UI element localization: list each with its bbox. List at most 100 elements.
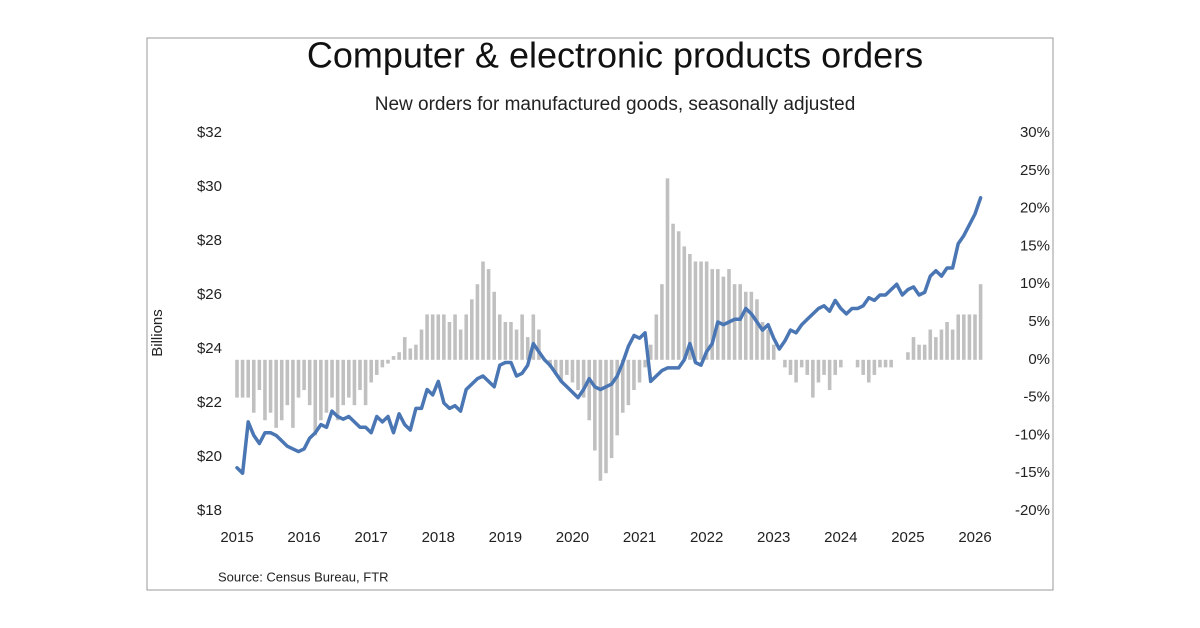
chart-title: Computer & electronic products orders xyxy=(307,35,923,76)
y2-tick-label: -10% xyxy=(1015,426,1050,443)
bar xyxy=(274,359,278,428)
bar xyxy=(352,359,357,406)
bar xyxy=(475,284,480,360)
bar xyxy=(794,359,798,383)
bar xyxy=(822,359,826,375)
bar xyxy=(453,314,457,360)
bar xyxy=(833,359,838,375)
bar xyxy=(928,329,933,360)
bar xyxy=(665,178,670,360)
bar xyxy=(279,359,284,421)
bar xyxy=(956,314,961,360)
bar xyxy=(872,359,877,375)
bar xyxy=(648,344,653,360)
bar xyxy=(470,299,474,360)
bar xyxy=(771,344,776,360)
bar xyxy=(755,299,759,360)
y2-tick-label: 0% xyxy=(1028,351,1050,368)
bar xyxy=(492,291,496,360)
bar xyxy=(934,337,938,360)
bar xyxy=(503,322,508,360)
bar xyxy=(883,359,888,368)
x-tick-label: 2020 xyxy=(556,529,589,546)
bar xyxy=(581,359,586,398)
bar xyxy=(425,314,429,360)
bar xyxy=(878,359,882,368)
bar xyxy=(654,314,659,360)
bar xyxy=(419,329,424,360)
bar xyxy=(749,291,754,360)
bar xyxy=(414,344,418,360)
bar xyxy=(447,322,452,360)
bar xyxy=(386,359,390,364)
bar xyxy=(626,359,631,406)
bar xyxy=(598,359,603,481)
bar xyxy=(973,314,977,360)
bar xyxy=(743,291,748,360)
bar xyxy=(766,329,770,360)
bar xyxy=(369,359,373,383)
y2-tick-label: 5% xyxy=(1028,313,1050,330)
bar xyxy=(525,337,530,360)
bar xyxy=(967,314,972,360)
x-tick-label: 2022 xyxy=(690,529,723,546)
bar xyxy=(716,269,720,360)
bar xyxy=(363,359,368,406)
bar xyxy=(939,329,944,360)
bar xyxy=(531,314,536,360)
bar xyxy=(313,359,318,436)
bar xyxy=(559,359,564,383)
bar xyxy=(805,359,810,375)
bar xyxy=(945,322,949,360)
bar xyxy=(486,269,491,360)
bar xyxy=(553,359,558,375)
line xyxy=(235,196,983,475)
source-note: Source: Census Bureau, FTR xyxy=(218,569,389,584)
y2-tick-label: 20% xyxy=(1020,200,1050,217)
y2-tick-label: 25% xyxy=(1020,162,1050,179)
bar xyxy=(296,359,301,398)
bar xyxy=(911,337,916,360)
bar xyxy=(604,359,608,474)
y-axis-label: Billions xyxy=(149,309,166,357)
bar xyxy=(788,359,793,375)
bar xyxy=(783,359,787,368)
bar xyxy=(917,344,921,360)
y2-tick-label: 30% xyxy=(1020,124,1050,141)
bar xyxy=(660,284,664,360)
x-tick-label: 2023 xyxy=(757,529,790,546)
x-tick-label: 2016 xyxy=(287,529,320,546)
bar xyxy=(609,359,614,459)
bar xyxy=(727,269,731,360)
bar xyxy=(324,359,329,413)
bar xyxy=(319,359,323,421)
bar xyxy=(330,359,334,398)
bar xyxy=(263,359,267,421)
bar xyxy=(620,359,625,413)
bar xyxy=(978,284,983,360)
bar xyxy=(738,284,742,360)
y2-tick-label: 15% xyxy=(1020,237,1050,254)
x-tick-label: 2019 xyxy=(489,529,522,546)
bar xyxy=(889,359,893,368)
y2-tick-label: -20% xyxy=(1015,502,1050,519)
bar xyxy=(380,359,385,368)
bar xyxy=(855,359,860,368)
bar xyxy=(827,359,832,391)
chart-subtitle: New orders for manufactured goods, seaso… xyxy=(375,94,856,115)
bar xyxy=(291,359,295,428)
bar xyxy=(811,359,815,398)
bar xyxy=(615,359,619,436)
bar xyxy=(593,359,597,451)
bar xyxy=(302,359,306,391)
bar xyxy=(565,359,569,375)
bar xyxy=(458,329,463,360)
chart-frame xyxy=(146,37,1054,591)
bar xyxy=(514,329,519,360)
bar xyxy=(922,344,927,360)
bar xyxy=(341,359,346,406)
bar xyxy=(587,359,592,421)
bar xyxy=(408,348,413,360)
bar xyxy=(799,359,804,368)
bar xyxy=(285,359,290,406)
